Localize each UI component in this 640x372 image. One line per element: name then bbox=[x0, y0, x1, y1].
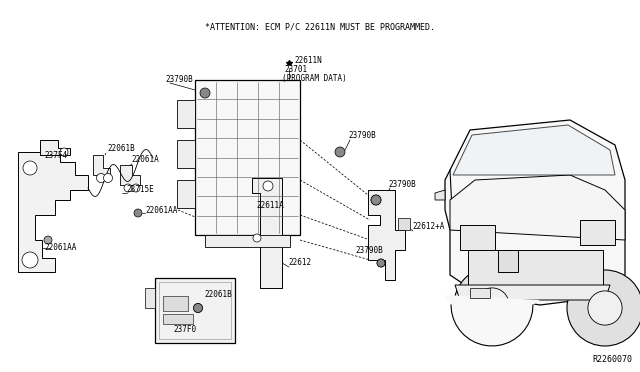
Bar bbox=[159, 282, 231, 339]
Circle shape bbox=[44, 236, 52, 244]
Text: 22061B: 22061B bbox=[107, 144, 135, 153]
Circle shape bbox=[377, 259, 385, 267]
Text: R2260070: R2260070 bbox=[592, 355, 632, 364]
Circle shape bbox=[335, 147, 345, 157]
Bar bbox=[468, 250, 603, 285]
Circle shape bbox=[22, 252, 38, 268]
Circle shape bbox=[97, 173, 106, 183]
Text: 23790B: 23790B bbox=[348, 131, 376, 140]
Circle shape bbox=[124, 184, 132, 192]
Text: 22612: 22612 bbox=[288, 258, 311, 267]
Polygon shape bbox=[450, 175, 625, 240]
Circle shape bbox=[371, 195, 381, 205]
Text: 23790B: 23790B bbox=[165, 75, 193, 84]
Circle shape bbox=[263, 181, 273, 191]
Polygon shape bbox=[455, 285, 610, 300]
Polygon shape bbox=[120, 165, 140, 185]
Text: 22611A: 22611A bbox=[256, 201, 284, 210]
Polygon shape bbox=[435, 190, 445, 200]
Polygon shape bbox=[445, 295, 540, 346]
Bar bbox=[580, 220, 615, 245]
Polygon shape bbox=[453, 125, 615, 175]
Text: 237F0: 237F0 bbox=[173, 325, 196, 334]
Bar bbox=[145, 288, 155, 308]
Circle shape bbox=[193, 304, 202, 312]
Circle shape bbox=[567, 270, 640, 346]
Polygon shape bbox=[252, 178, 282, 288]
Circle shape bbox=[588, 291, 622, 325]
Circle shape bbox=[371, 195, 381, 205]
Text: 22061A: 22061A bbox=[131, 155, 159, 164]
Text: 22061B: 22061B bbox=[204, 290, 232, 299]
Circle shape bbox=[377, 259, 385, 267]
Polygon shape bbox=[445, 120, 625, 305]
Circle shape bbox=[23, 161, 37, 175]
Circle shape bbox=[193, 304, 202, 312]
Text: 23790B: 23790B bbox=[355, 246, 383, 255]
Bar bbox=[163, 296, 188, 311]
Text: 237F4: 237F4 bbox=[44, 151, 67, 160]
Circle shape bbox=[134, 209, 142, 217]
Polygon shape bbox=[18, 152, 88, 272]
Circle shape bbox=[200, 88, 210, 98]
Bar bbox=[195, 80, 300, 235]
Polygon shape bbox=[93, 155, 110, 175]
Bar bbox=[177, 180, 195, 208]
Circle shape bbox=[104, 173, 113, 183]
Text: 22061AA: 22061AA bbox=[44, 243, 76, 252]
Text: *ATTENTION: ECM P/C 22611N MUST BE PROGRAMMED.: *ATTENTION: ECM P/C 22611N MUST BE PROGR… bbox=[205, 22, 435, 31]
Text: 22061AA: 22061AA bbox=[145, 206, 177, 215]
Polygon shape bbox=[470, 288, 490, 298]
Bar bbox=[460, 225, 495, 250]
Text: 23790B: 23790B bbox=[388, 180, 416, 189]
Circle shape bbox=[454, 267, 530, 343]
Bar bbox=[177, 140, 195, 168]
Text: 22611N: 22611N bbox=[294, 56, 322, 65]
Bar bbox=[155, 278, 235, 343]
Bar bbox=[398, 218, 410, 230]
Bar bbox=[205, 235, 290, 247]
Text: 22612+A: 22612+A bbox=[412, 222, 444, 231]
Polygon shape bbox=[368, 190, 405, 280]
Circle shape bbox=[60, 148, 68, 156]
Text: 23701: 23701 bbox=[284, 65, 307, 74]
Circle shape bbox=[253, 234, 261, 242]
Bar bbox=[177, 100, 195, 128]
Text: (PROGRAM DATA): (PROGRAM DATA) bbox=[282, 74, 347, 83]
Text: 23715E: 23715E bbox=[126, 185, 154, 194]
Circle shape bbox=[475, 288, 509, 322]
Circle shape bbox=[132, 184, 140, 192]
Bar bbox=[163, 314, 193, 324]
Polygon shape bbox=[40, 140, 70, 155]
Bar bbox=[498, 250, 518, 272]
